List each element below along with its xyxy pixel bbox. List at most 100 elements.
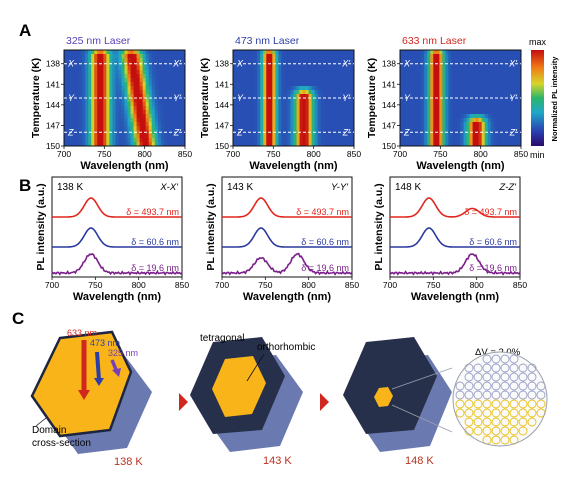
- heatmap-cell: [442, 138, 446, 143]
- heatmap-cell: [514, 122, 519, 127]
- heatmap-cell: [269, 94, 273, 99]
- heatmap-cell: [299, 98, 303, 103]
- heatmap-cell: [145, 118, 150, 123]
- heatmap-cell: [484, 142, 489, 147]
- heatmap-cell: [484, 66, 489, 71]
- lattice-atom: [509, 399, 519, 409]
- heatmap-cell: [481, 90, 486, 95]
- heatmap-cell: [287, 106, 291, 111]
- heatmap-cell: [469, 142, 473, 147]
- heatmap-cell: [409, 122, 413, 127]
- heatmap-cell: [293, 58, 297, 63]
- heatmap-cell: [91, 74, 95, 79]
- heatmap-cell: [347, 106, 352, 111]
- heatmap-cell: [248, 126, 252, 131]
- heatmap-cell: [257, 114, 261, 119]
- heatmap-cell: [445, 106, 449, 111]
- heatmap-cell: [508, 102, 513, 107]
- heatmap-cell: [151, 110, 156, 115]
- heatmap-cell: [284, 134, 288, 139]
- heatmap-cell: [121, 94, 125, 99]
- heatmap-cell: [91, 114, 95, 119]
- heatmap-cell: [79, 74, 83, 79]
- heatmap-cell: [73, 90, 77, 95]
- heatmap-cell: [448, 66, 452, 71]
- heatmap-cell: [112, 74, 116, 79]
- heatmap-cell: [430, 110, 434, 115]
- heatmap-cell: [329, 62, 334, 67]
- heatmap-cell: [91, 138, 95, 143]
- heatmap-cell: [284, 90, 288, 95]
- heatmap-cell: [421, 138, 425, 143]
- heatmap-cell: [163, 106, 168, 111]
- heatmap-cell: [178, 74, 183, 79]
- heatmap-cell: [329, 86, 334, 91]
- heatmap-cell: [257, 70, 261, 75]
- heatmap-cell: [499, 110, 504, 115]
- heatmap-cell: [493, 106, 498, 111]
- heatmap-cell: [239, 122, 243, 127]
- heatmap-cell: [260, 118, 264, 123]
- heatmap-cell: [266, 78, 270, 83]
- heatmap-cell: [323, 74, 328, 79]
- lattice-atom: [509, 408, 519, 418]
- heatmap-cell: [157, 138, 162, 143]
- heatmap-cell: [127, 66, 131, 71]
- heatmap-cell: [433, 110, 437, 115]
- heatmap-cell: [160, 118, 165, 123]
- heatmap-cell: [317, 114, 322, 119]
- heatmap-cell: [481, 66, 486, 71]
- heatmap-cell: [436, 130, 440, 135]
- heatmap-cell: [269, 98, 273, 103]
- heatmap-cell: [430, 54, 434, 59]
- heatmap-cell: [478, 122, 483, 127]
- heatmap-cell: [248, 90, 252, 95]
- heatmap-cell: [332, 74, 337, 79]
- heatmap-cell: [115, 74, 119, 79]
- heatmap-cell: [127, 110, 131, 115]
- heatmap-cell: [266, 106, 270, 111]
- heatmap-cell: [415, 138, 419, 143]
- heatmap-cell: [151, 78, 156, 83]
- heatmap-cell: [350, 82, 355, 87]
- heatmap-cell: [242, 86, 246, 91]
- heatmap-cell: [433, 82, 437, 87]
- heatmap-cell: [293, 142, 297, 147]
- heatmap-cell: [82, 94, 86, 99]
- heatmap-cell: [296, 142, 300, 147]
- heatmap-cell: [424, 82, 428, 87]
- lattice-atom: [464, 399, 474, 409]
- heatmap-cell: [445, 102, 449, 107]
- heatmap-cell: [233, 118, 237, 123]
- heatmap-cell: [517, 58, 522, 63]
- heatmap-cell: [239, 66, 243, 71]
- heatmap-cell: [275, 98, 279, 103]
- heatmap-cell: [302, 106, 306, 111]
- heatmap-cell: [296, 78, 300, 83]
- heatmap-cell: [299, 86, 303, 91]
- heatmap-cell: [296, 66, 300, 71]
- heatmap-cell: [317, 98, 322, 103]
- heatmap-cell: [490, 102, 495, 107]
- heatmap-cell: [466, 106, 470, 111]
- heatmap-cell: [109, 118, 113, 123]
- heatmap-cell: [499, 78, 504, 83]
- heatmap-cell: [326, 102, 331, 107]
- heatmap-cell: [314, 54, 319, 59]
- lattice-atom: [464, 372, 474, 382]
- heatmap-cell: [76, 142, 80, 147]
- heatmap-cell: [254, 110, 258, 115]
- heatmap-cell: [145, 114, 150, 119]
- heatmap-cell: [272, 142, 276, 147]
- heatmap-cell: [466, 62, 470, 67]
- heatmap-cell: [302, 110, 306, 115]
- heatmap-cell: [64, 90, 68, 95]
- heatmap-cell: [463, 90, 467, 95]
- heatmap-cell: [484, 106, 489, 111]
- heatmap-cell: [323, 138, 328, 143]
- heatmap-cell: [433, 66, 437, 71]
- heatmap-cell: [403, 122, 407, 127]
- heatmap-cell: [269, 126, 273, 131]
- heatmap-cell: [257, 126, 261, 131]
- heatmap-cell: [139, 98, 144, 103]
